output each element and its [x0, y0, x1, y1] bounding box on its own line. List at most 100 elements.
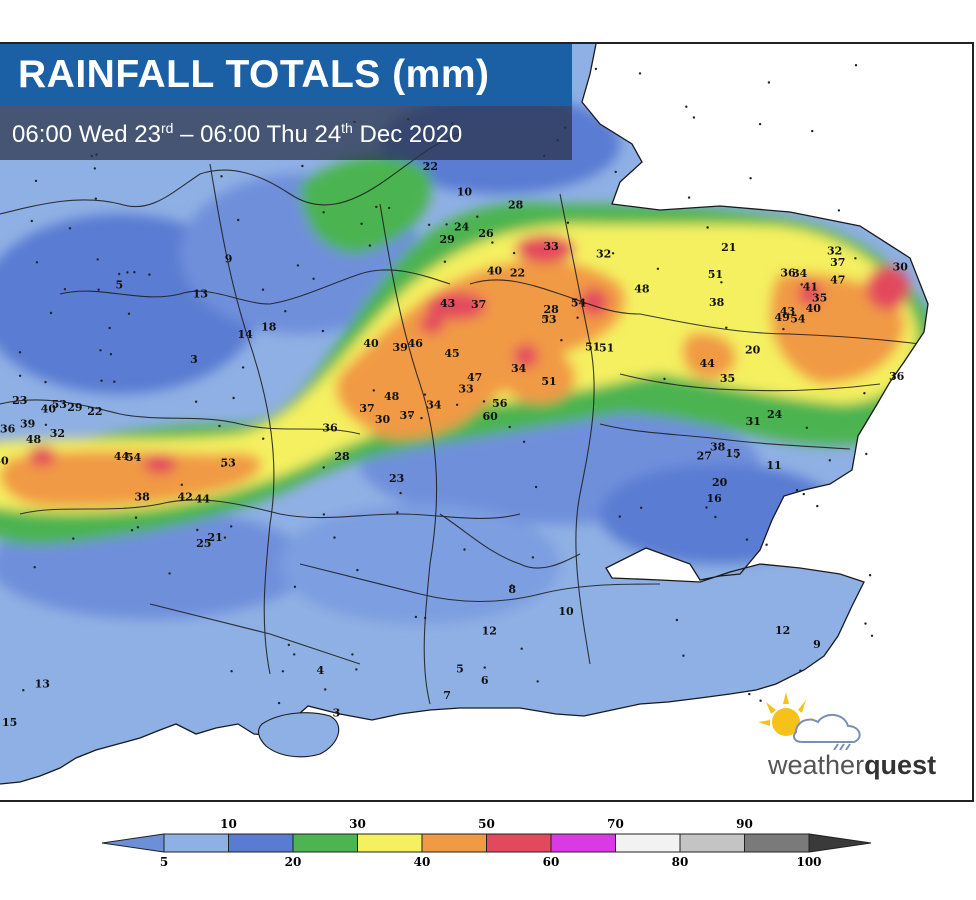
station-dot	[758, 122, 762, 126]
rainfall-value-label: 54	[126, 451, 142, 464]
rainfall-value-label: 40	[806, 302, 822, 315]
rainfall-value-label: 53	[52, 398, 67, 411]
station-dot	[168, 572, 171, 575]
rainfall-value-label: 40	[41, 403, 57, 416]
station-dot	[22, 689, 25, 692]
station-dot	[100, 379, 103, 382]
station-dot	[445, 223, 448, 226]
rainfall-value-label: 30	[0, 455, 9, 468]
rainfall-value-label: 14	[237, 328, 253, 341]
rainfall-value-label: 51	[708, 268, 723, 281]
rainfall-value-label: 36	[889, 370, 905, 383]
station-dot	[508, 425, 511, 429]
rainfall-value-label: 60	[483, 410, 499, 423]
rainfall-value-label: 33	[543, 240, 558, 253]
station-dot	[687, 196, 691, 199]
station-dot	[692, 116, 696, 119]
station-dot	[301, 164, 304, 168]
station-dot	[854, 64, 858, 67]
rainfall-value-label: 5	[115, 278, 123, 291]
station-dot	[864, 622, 867, 625]
rainfall-value-label: 43	[440, 297, 455, 310]
station-dot	[237, 218, 240, 222]
legend-over-arrow	[808, 833, 872, 853]
station-dot	[735, 455, 738, 459]
legend-lower-label: 80	[672, 855, 689, 869]
rainfall-map: 54 51 43 44 35 20 32 34 37 40 21 36 38 30 49 47 35 36 41 38…	[0, 42, 974, 802]
station-dot	[573, 300, 576, 303]
rainfall-value-label: 38	[709, 296, 725, 309]
legend-band-40-50	[421, 833, 487, 853]
rainfall-value-label: 48	[634, 283, 650, 296]
value-labels: 5451434435203234374021363830494735364138…	[0, 64, 908, 729]
station-dot	[531, 556, 535, 559]
station-dot	[399, 491, 402, 495]
station-dot	[714, 515, 717, 519]
station-dot	[811, 129, 814, 133]
station-dot	[522, 440, 526, 443]
station-dot	[800, 283, 803, 286]
station-dot	[93, 167, 97, 170]
rainfall-value-label: 46	[408, 337, 424, 350]
station-dot	[126, 271, 129, 274]
station-dot	[576, 316, 579, 319]
station-dot	[109, 353, 113, 356]
rainfall-value-label: 35	[720, 372, 735, 385]
rainfall-value-label: 24	[767, 408, 783, 421]
station-dot	[560, 339, 563, 342]
legend-lower-label: 20	[285, 855, 302, 869]
station-dot	[594, 67, 598, 71]
title-banner: RAINFALL TOTALS (mm)	[0, 44, 572, 106]
rainfall-value-label: 30	[893, 261, 909, 274]
rainfall-value-label: 54	[571, 296, 587, 309]
end-suffix: th	[341, 120, 353, 136]
station-dot	[30, 219, 33, 223]
legend-band-5-10	[163, 833, 229, 853]
station-dot	[640, 506, 643, 509]
station-dot	[854, 257, 857, 260]
legend-lower-label: 5	[160, 855, 168, 869]
legend-band-90-100	[744, 833, 810, 853]
station-dot	[63, 288, 67, 291]
station-dot	[782, 327, 785, 331]
legend-band-10-20	[228, 833, 294, 853]
rainfall-value-label: 10	[457, 185, 473, 198]
rainfall-value-label: 34	[426, 399, 442, 412]
legend-upper-label: 50	[478, 817, 495, 831]
station-dot	[296, 264, 300, 267]
rainfall-value-label: 21	[721, 241, 736, 254]
rainfall-value-label: 35	[812, 292, 827, 305]
start-suffix: rd	[161, 120, 174, 136]
rainfall-value-label: 37	[830, 256, 845, 269]
rainfall-value-label: 44	[114, 450, 130, 463]
legend-colorbar: 10 30 50 70 90 5 20 40 60 80 100	[100, 812, 880, 882]
station-dot	[218, 424, 221, 428]
rainfall-value-label: 9	[813, 638, 821, 651]
rainfall-value-label: 8	[508, 583, 516, 596]
station-dot	[682, 654, 685, 657]
rainfall-value-label: 9	[225, 253, 233, 266]
rainfall-value-label: 15	[2, 716, 17, 729]
station-dot	[35, 261, 39, 264]
station-dot	[277, 701, 281, 705]
station-dot	[223, 536, 227, 539]
station-dot	[759, 699, 762, 702]
station-dot	[675, 618, 679, 622]
rainfall-value-label: 41	[803, 280, 818, 293]
station-dot	[510, 584, 513, 587]
station-dot	[799, 669, 802, 672]
rainfall-value-label: 23	[389, 472, 404, 485]
legend-lower-label: 60	[543, 855, 560, 869]
rainfall-shading	[0, 44, 928, 784]
rainfall-value-label: 44	[195, 493, 211, 506]
rainfall-value-label: 15	[725, 447, 740, 460]
station-dot	[546, 315, 549, 319]
rainfall-value-label: 5	[456, 662, 464, 675]
station-dot	[194, 400, 198, 403]
start-time: 06:00 Wed 23	[12, 121, 162, 148]
rainfall-value-label: 34	[511, 362, 527, 375]
rainfall-value-label: 53	[220, 456, 235, 469]
rainfall-value-label: 51	[541, 375, 556, 388]
station-dot	[424, 616, 427, 620]
station-dot	[368, 244, 372, 247]
